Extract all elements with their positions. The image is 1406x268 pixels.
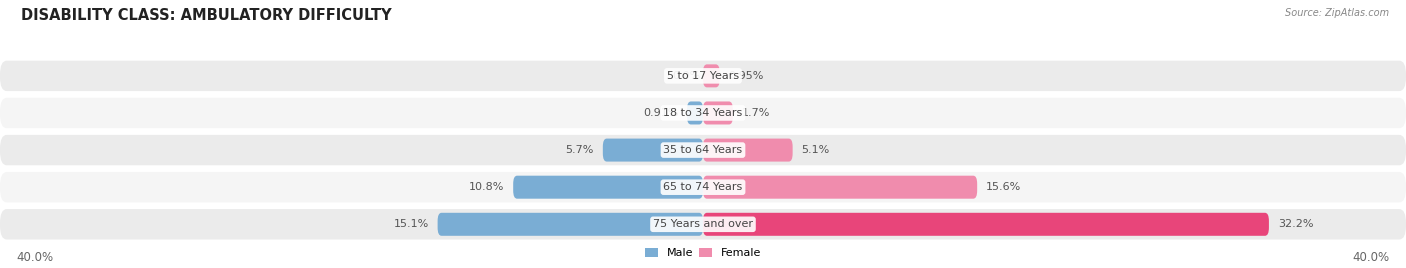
Text: 0.0%: 0.0% — [672, 71, 700, 81]
Text: 18 to 34 Years: 18 to 34 Years — [664, 108, 742, 118]
Text: 0.91%: 0.91% — [643, 108, 678, 118]
FancyBboxPatch shape — [0, 98, 1406, 128]
Text: 65 to 74 Years: 65 to 74 Years — [664, 182, 742, 192]
FancyBboxPatch shape — [0, 61, 1406, 91]
Text: 75 Years and over: 75 Years and over — [652, 219, 754, 229]
Text: Source: ZipAtlas.com: Source: ZipAtlas.com — [1285, 8, 1389, 18]
FancyBboxPatch shape — [688, 102, 703, 124]
FancyBboxPatch shape — [603, 139, 703, 162]
FancyBboxPatch shape — [703, 64, 720, 87]
FancyBboxPatch shape — [0, 209, 1406, 240]
Text: 32.2%: 32.2% — [1278, 219, 1313, 229]
FancyBboxPatch shape — [703, 176, 977, 199]
Text: 40.0%: 40.0% — [17, 251, 53, 264]
Text: 1.7%: 1.7% — [742, 108, 770, 118]
FancyBboxPatch shape — [703, 102, 733, 124]
Legend: Male, Female: Male, Female — [640, 243, 766, 262]
Text: 0.95%: 0.95% — [728, 71, 763, 81]
Text: 10.8%: 10.8% — [470, 182, 505, 192]
Text: 40.0%: 40.0% — [1353, 251, 1389, 264]
Text: 5.7%: 5.7% — [565, 145, 593, 155]
FancyBboxPatch shape — [437, 213, 703, 236]
FancyBboxPatch shape — [703, 139, 793, 162]
Text: 35 to 64 Years: 35 to 64 Years — [664, 145, 742, 155]
Text: 15.6%: 15.6% — [986, 182, 1021, 192]
FancyBboxPatch shape — [513, 176, 703, 199]
Text: 15.1%: 15.1% — [394, 219, 429, 229]
FancyBboxPatch shape — [0, 135, 1406, 165]
Text: 5.1%: 5.1% — [801, 145, 830, 155]
Text: DISABILITY CLASS: AMBULATORY DIFFICULTY: DISABILITY CLASS: AMBULATORY DIFFICULTY — [21, 8, 392, 23]
Text: 5 to 17 Years: 5 to 17 Years — [666, 71, 740, 81]
FancyBboxPatch shape — [703, 213, 1268, 236]
FancyBboxPatch shape — [0, 172, 1406, 202]
